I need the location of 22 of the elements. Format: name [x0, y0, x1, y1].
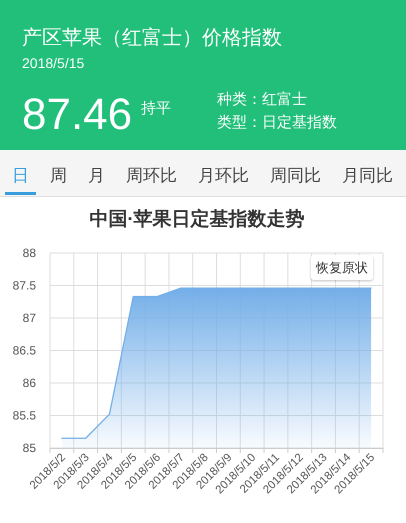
category-label: 日: [12, 166, 29, 185]
y-tick-label: 88: [22, 246, 36, 260]
category-label: 月同比: [342, 166, 393, 185]
text: 类型：日定基指数: [217, 114, 337, 131]
text: 2018/5/15: [22, 55, 84, 71]
text: 持平: [141, 100, 172, 117]
y-tick-label: 86.5: [12, 344, 36, 358]
text: 种类：红富士: [217, 91, 307, 108]
category-label: 周环比: [126, 166, 177, 185]
y-tick-label: 87: [22, 311, 36, 325]
y-tick-label: 87.5: [12, 278, 36, 292]
text: 87.46: [22, 90, 132, 139]
annotation: 恢复原状: [315, 260, 368, 275]
category-label: 月环比: [198, 166, 249, 185]
category-label: 月: [88, 166, 105, 185]
category-label: 周同比: [270, 166, 321, 185]
y-tick-label: 86: [22, 376, 36, 390]
y-tick-label: 85: [22, 441, 36, 455]
chart-title: 中国·苹果日定基指数走势: [89, 208, 305, 230]
category-label: 周: [50, 166, 67, 185]
text: 产区苹果（红富士）价格指数: [22, 26, 282, 49]
y-tick-label: 85.5: [12, 408, 36, 422]
